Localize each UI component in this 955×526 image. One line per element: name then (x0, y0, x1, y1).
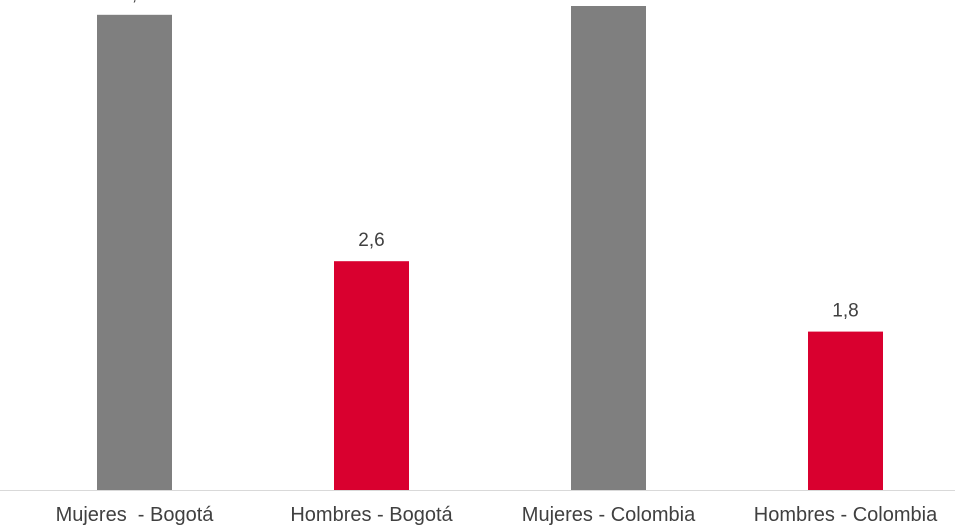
x-tick-label-2: Mujeres - Colombia (522, 504, 696, 526)
x-tick-labels-group: Mujeres - Bogotá Hombres - Bogotá Mujeres … (56, 504, 939, 526)
bar-0 (97, 14, 172, 491)
data-label-1: 2,6 (358, 230, 384, 251)
x-tick-label-1: Hombres - Bogotá (290, 504, 453, 526)
data-label-3: 1,8 (832, 301, 858, 322)
x-tick-label-3: Hombres - Colombia (754, 504, 938, 526)
data-label-0: 5,4 (121, 0, 148, 5)
bar-2 (571, 6, 646, 490)
value-labels-group: 5,42,65,51,8 (121, 0, 858, 322)
bar-3 (808, 331, 883, 490)
x-tick-label-0: Mujeres - Bogotá (56, 504, 215, 526)
bar-1 (334, 261, 409, 490)
bars-group (97, 6, 883, 491)
